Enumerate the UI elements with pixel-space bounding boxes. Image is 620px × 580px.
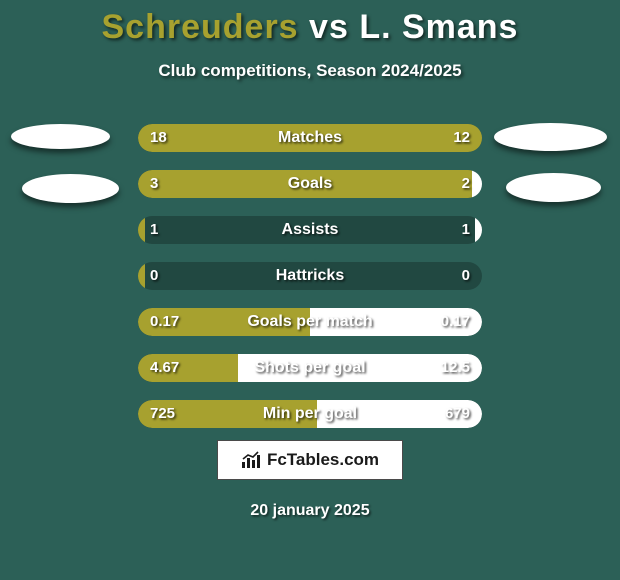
stat-value-left: 725 [150,400,175,428]
stat-value-right: 679 [445,400,470,428]
title-vs: vs [299,8,360,46]
stat-row: Min per goal725 679 [138,400,482,428]
stat-value-left: 0.17 [150,308,179,336]
stat-value-right: 1 [462,216,470,244]
title-player1: Schreuders [102,8,299,46]
source-logo-text: FcTables.com [267,450,379,470]
stat-row: Goals3 2 [138,170,482,198]
page-title: Schreuders vs L. Smans [0,0,620,47]
title-player2: L. Smans [359,8,518,46]
stat-row: Matches18 12 [138,124,482,152]
stat-row: Goals per match0.17 0.17 [138,308,482,336]
stat-value-right: 2 [462,170,470,198]
stat-label: Min per goal [138,400,482,428]
chart-icon [241,451,263,469]
comparison-infographic: Schreuders vs L. Smans Club competitions… [0,0,620,580]
stat-value-left: 1 [150,216,158,244]
player1-badge-bottom [22,174,119,203]
stat-row: Hattricks0 0 [138,262,482,290]
stat-label: Goals [138,170,482,198]
stat-value-left: 4.67 [150,354,179,382]
player2-badge-bottom [506,173,601,202]
player2-badge-top [494,123,607,151]
source-logo: FcTables.com [217,440,403,480]
stat-value-left: 18 [150,124,167,152]
stat-label: Hattricks [138,262,482,290]
date-label: 20 january 2025 [0,502,620,520]
stat-value-right: 0.17 [441,308,470,336]
stat-value-right: 12 [453,124,470,152]
stat-label: Shots per goal [138,354,482,382]
player1-badge-top [11,124,110,149]
stat-value-left: 3 [150,170,158,198]
stat-value-left: 0 [150,262,158,290]
stat-bars: Matches18 12 Goals3 2 Assists1 1 Hattricks0 0 Go… [138,124,482,446]
stat-value-right: 0 [462,262,470,290]
subtitle: Club competitions, Season 2024/2025 [0,61,620,81]
stat-label: Goals per match [138,308,482,336]
stat-label: Matches [138,124,482,152]
stat-label: Assists [138,216,482,244]
stat-value-right: 12.5 [441,354,470,382]
stat-row: Assists1 1 [138,216,482,244]
stat-row: Shots per goal4.67 12.5 [138,354,482,382]
